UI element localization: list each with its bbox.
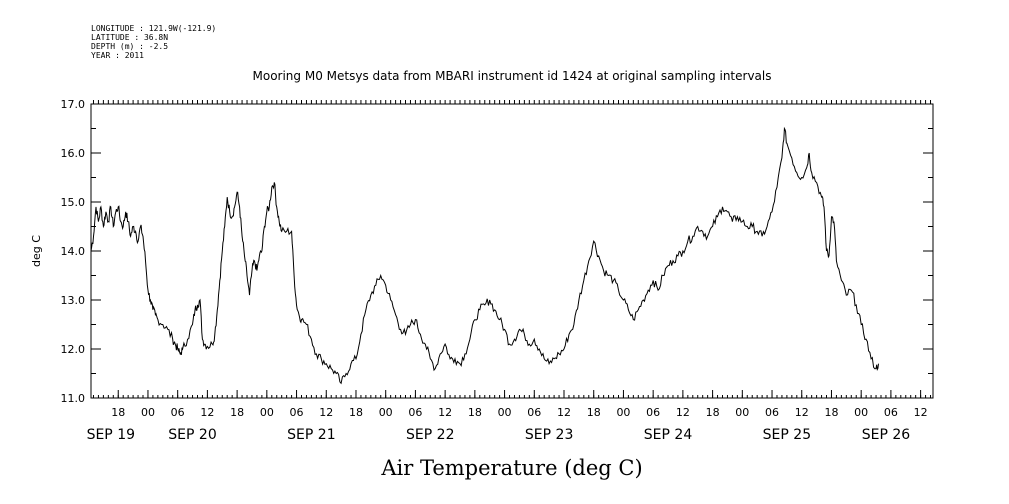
x-hour-label: 18 [230,406,244,419]
x-hour-label: 06 [646,406,660,419]
plot-frame [90,103,934,399]
y-axis-label: deg C [30,235,43,267]
x-hour-label: 06 [290,406,304,419]
latitude-label: LATITUDE : 36.8N [91,33,168,42]
x-hour-label: 00 [616,406,630,419]
y-tick-label: 12.0 [61,343,86,356]
y-tick-label: 17.0 [61,98,86,111]
y-tick-label: 14.0 [61,245,86,258]
x-hour-label: 06 [408,406,422,419]
x-hour-label: 00 [854,406,868,419]
x-day-label: SEP 23 [525,427,573,443]
y-tick-label: 11.0 [61,392,86,405]
air-temperature-line [90,126,879,385]
x-day-label: SEP 24 [644,427,693,443]
year-label: YEAR : 2011 [91,51,144,60]
x-hour-label: 12 [200,406,214,419]
x-hour-label: 06 [884,406,898,419]
x-day-label: SEP 22 [406,427,454,443]
x-day-label: SEP 25 [763,427,811,443]
x-hour-label: 06 [765,406,779,419]
series-group [90,126,879,385]
x-hour-label: 12 [914,406,928,419]
x-day-label: SEP 19 [87,427,135,443]
x-hour-label: 18 [706,406,720,419]
y-tick-label: 13.0 [61,294,86,307]
x-hour-label: 18 [111,406,125,419]
x-hour-label: 12 [795,406,809,419]
x-hour-label: 00 [735,406,749,419]
x-axis-title: Air Temperature (deg C) [380,456,642,480]
x-day-label: SEP 21 [287,427,335,443]
x-hour-label: 18 [468,406,482,419]
y-tick-label: 15.0 [61,196,86,209]
y-axis: 11.0 12.0 13.0 14.0 15.0 16.0 17.0 [61,98,933,405]
x-hour-label: 00 [379,406,393,419]
x-hour-label: 12 [676,406,690,419]
x-day-label: SEP 20 [168,427,216,443]
x-hour-label: 06 [171,406,185,419]
x-hour-label: 12 [557,406,571,419]
chart-title: Mooring M0 Metsys data from MBARI instru… [253,69,772,83]
x-hour-label: 18 [824,406,838,419]
x-hour-label: 06 [527,406,541,419]
x-hour-label: 00 [141,406,155,419]
x-axis: 18 00 06 12 18 00 06 12 18 00 06 12 18 00 06 12 18 00 06 12… [87,100,932,443]
x-hour-label: 00 [498,406,512,419]
x-hour-label: 18 [349,406,363,419]
depth-label: DEPTH (m) : -2.5 [91,42,168,51]
x-hour-label: 00 [260,406,274,419]
x-hour-label: 18 [587,406,601,419]
y-tick-label: 16.0 [61,147,86,160]
x-hour-label: 12 [438,406,452,419]
x-hour-label: 12 [319,406,333,419]
longitude-label: LONGITUDE : 121.9W(-121.9) [91,24,216,33]
x-day-label: SEP 26 [862,427,911,443]
